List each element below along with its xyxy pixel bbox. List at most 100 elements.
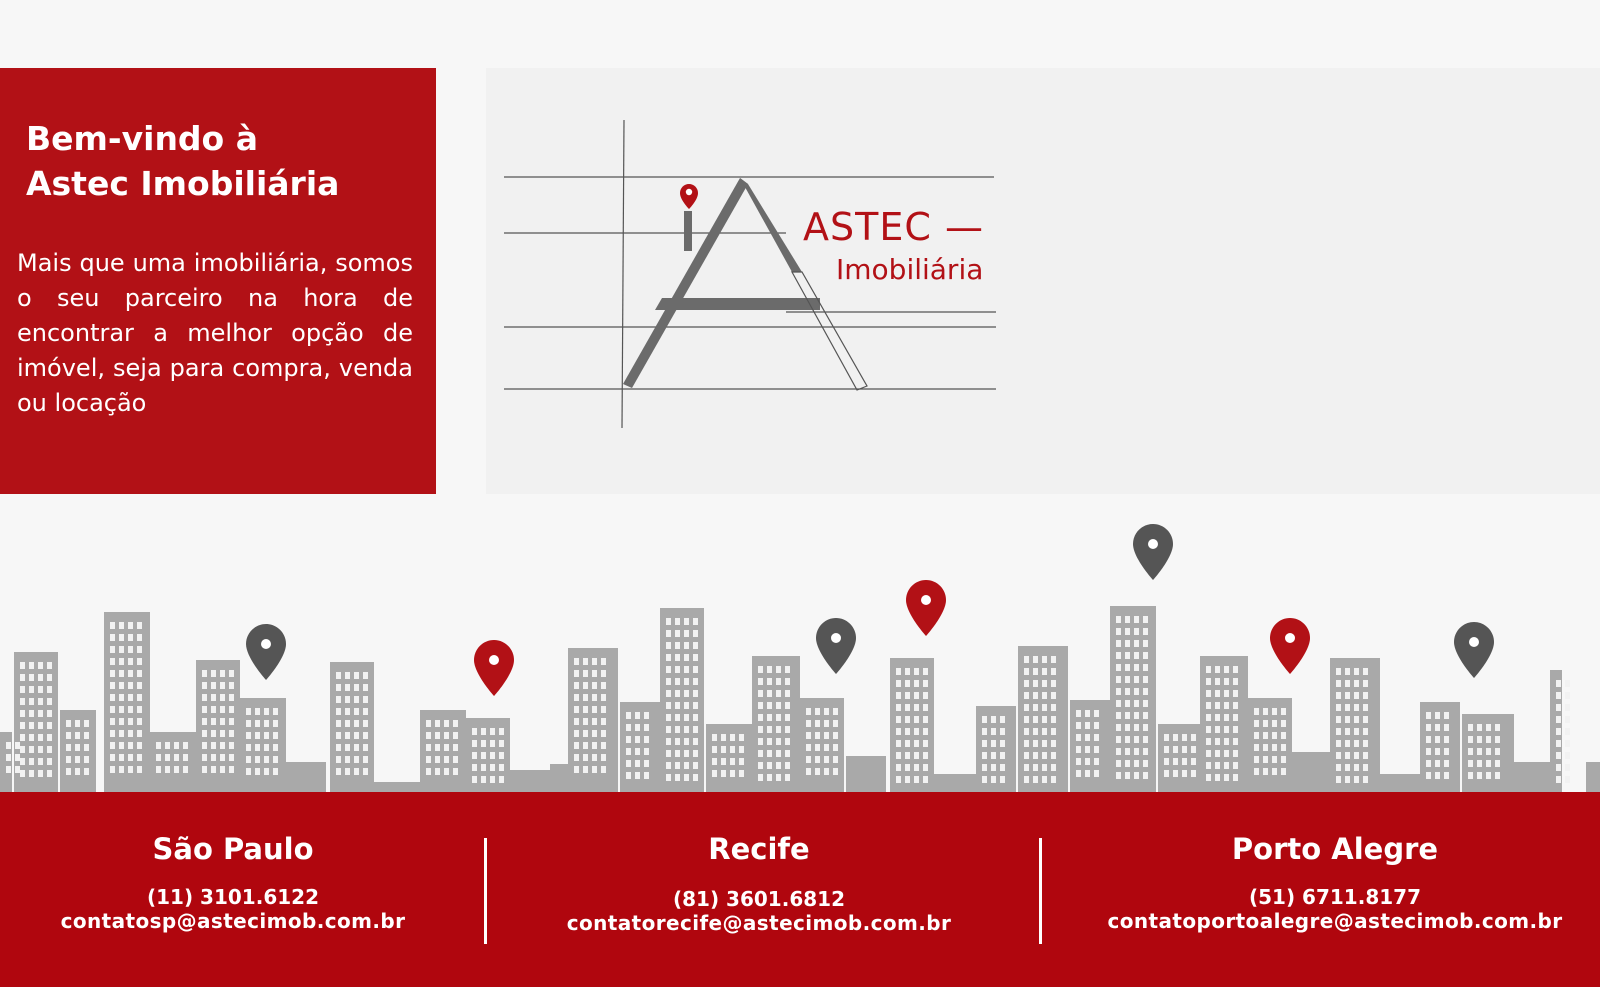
skyline-window — [1042, 716, 1047, 723]
skyline-window — [1143, 616, 1148, 623]
skyline-window — [255, 720, 260, 727]
skyline-window — [1215, 714, 1220, 721]
skyline-window — [1272, 768, 1277, 775]
skyline-window — [1125, 724, 1130, 731]
skyline-window — [1042, 704, 1047, 711]
skyline-window — [246, 732, 251, 739]
skyline-window — [767, 726, 772, 733]
skyline-window — [1435, 712, 1440, 719]
skyline-window — [84, 744, 89, 751]
skyline-window — [110, 718, 115, 725]
skyline-window — [128, 766, 133, 773]
skyline-window — [1051, 668, 1056, 675]
skyline-window — [1556, 728, 1561, 735]
skyline-window — [1033, 680, 1038, 687]
skyline-window — [128, 622, 133, 629]
skyline-window — [1565, 680, 1570, 687]
skyline-window — [246, 768, 251, 775]
skyline-window — [1143, 772, 1148, 779]
skyline-window — [1000, 776, 1005, 783]
skyline-window — [592, 742, 597, 749]
skyline-window — [47, 686, 52, 693]
skyline-window — [1336, 704, 1341, 711]
skyline-window — [896, 764, 901, 771]
skyline-window — [1173, 746, 1178, 753]
office-phone[interactable]: (81) 3601.6812 — [672, 887, 845, 911]
skyline-window — [336, 672, 341, 679]
skyline-window — [1477, 772, 1482, 779]
skyline-window — [592, 694, 597, 701]
skyline-window — [110, 682, 115, 689]
skyline-window — [1191, 758, 1196, 765]
skyline-window — [1094, 722, 1099, 729]
skyline-window — [363, 720, 368, 727]
skyline-window — [1215, 702, 1220, 709]
skyline-window — [1215, 690, 1220, 697]
skyline-window — [220, 754, 225, 761]
skyline-window — [137, 634, 142, 641]
skyline-window — [1345, 752, 1350, 759]
office-email[interactable]: contatoportoalegre@astecimob.com.br — [1107, 909, 1563, 933]
skyline-window — [1182, 758, 1187, 765]
skyline-window — [776, 762, 781, 769]
skyline-window — [472, 728, 477, 735]
skyline-window — [1426, 736, 1431, 743]
skyline-window — [914, 764, 919, 771]
skyline-window — [490, 764, 495, 771]
skyline-window — [1426, 748, 1431, 755]
skyline-window — [583, 766, 588, 773]
skyline-window — [1206, 774, 1211, 781]
office-email[interactable]: contatosp@astecimob.com.br — [60, 909, 406, 933]
skyline-window — [574, 718, 579, 725]
skyline-window — [119, 670, 124, 677]
skyline-window — [202, 730, 207, 737]
skyline-window — [666, 690, 671, 697]
office-email[interactable]: contatorecife@astecimob.com.br — [566, 911, 952, 935]
office-phone[interactable]: (51) 6711.8177 — [1248, 885, 1421, 909]
skyline-window — [1215, 726, 1220, 733]
skyline-window — [1345, 692, 1350, 699]
skyline-window — [211, 694, 216, 701]
skyline-window — [119, 742, 124, 749]
skyline-window — [712, 746, 717, 753]
skyline-window — [354, 672, 359, 679]
skyline-window — [110, 670, 115, 677]
skyline-window — [1556, 764, 1561, 771]
skyline-window — [354, 684, 359, 691]
skyline-window — [1345, 728, 1350, 735]
skyline-window — [1033, 728, 1038, 735]
skyline-window — [273, 744, 278, 751]
skyline-window — [644, 772, 649, 779]
skyline-window — [739, 746, 744, 753]
skyline-window — [1254, 768, 1259, 775]
skyline-window — [1134, 664, 1139, 671]
skyline-window — [6, 754, 11, 761]
skyline-window — [20, 710, 25, 717]
skyline-window — [592, 718, 597, 725]
skyline-window — [684, 726, 689, 733]
skyline-window — [1033, 668, 1038, 675]
skyline-window — [1224, 702, 1229, 709]
skyline-window — [435, 744, 440, 751]
skyline-window — [255, 708, 260, 715]
skyline-window — [776, 738, 781, 745]
skyline-window — [982, 740, 987, 747]
skyline-window — [785, 702, 790, 709]
skyline-window — [1224, 714, 1229, 721]
footer-divider — [484, 838, 487, 944]
skyline-window — [1033, 776, 1038, 783]
skyline-window — [38, 686, 43, 693]
skyline-window — [481, 776, 486, 783]
office-phone[interactable]: (11) 3101.6122 — [146, 885, 319, 909]
skyline-window — [1076, 722, 1081, 729]
skyline-window — [211, 718, 216, 725]
skyline-building — [890, 658, 934, 792]
skyline-window — [914, 668, 919, 675]
skyline-building — [150, 732, 196, 792]
skyline-window — [29, 698, 34, 705]
skyline-window — [896, 752, 901, 759]
skyline-window — [229, 706, 234, 713]
skyline-window — [29, 746, 34, 753]
skyline-window — [635, 748, 640, 755]
skyline-window — [635, 772, 640, 779]
